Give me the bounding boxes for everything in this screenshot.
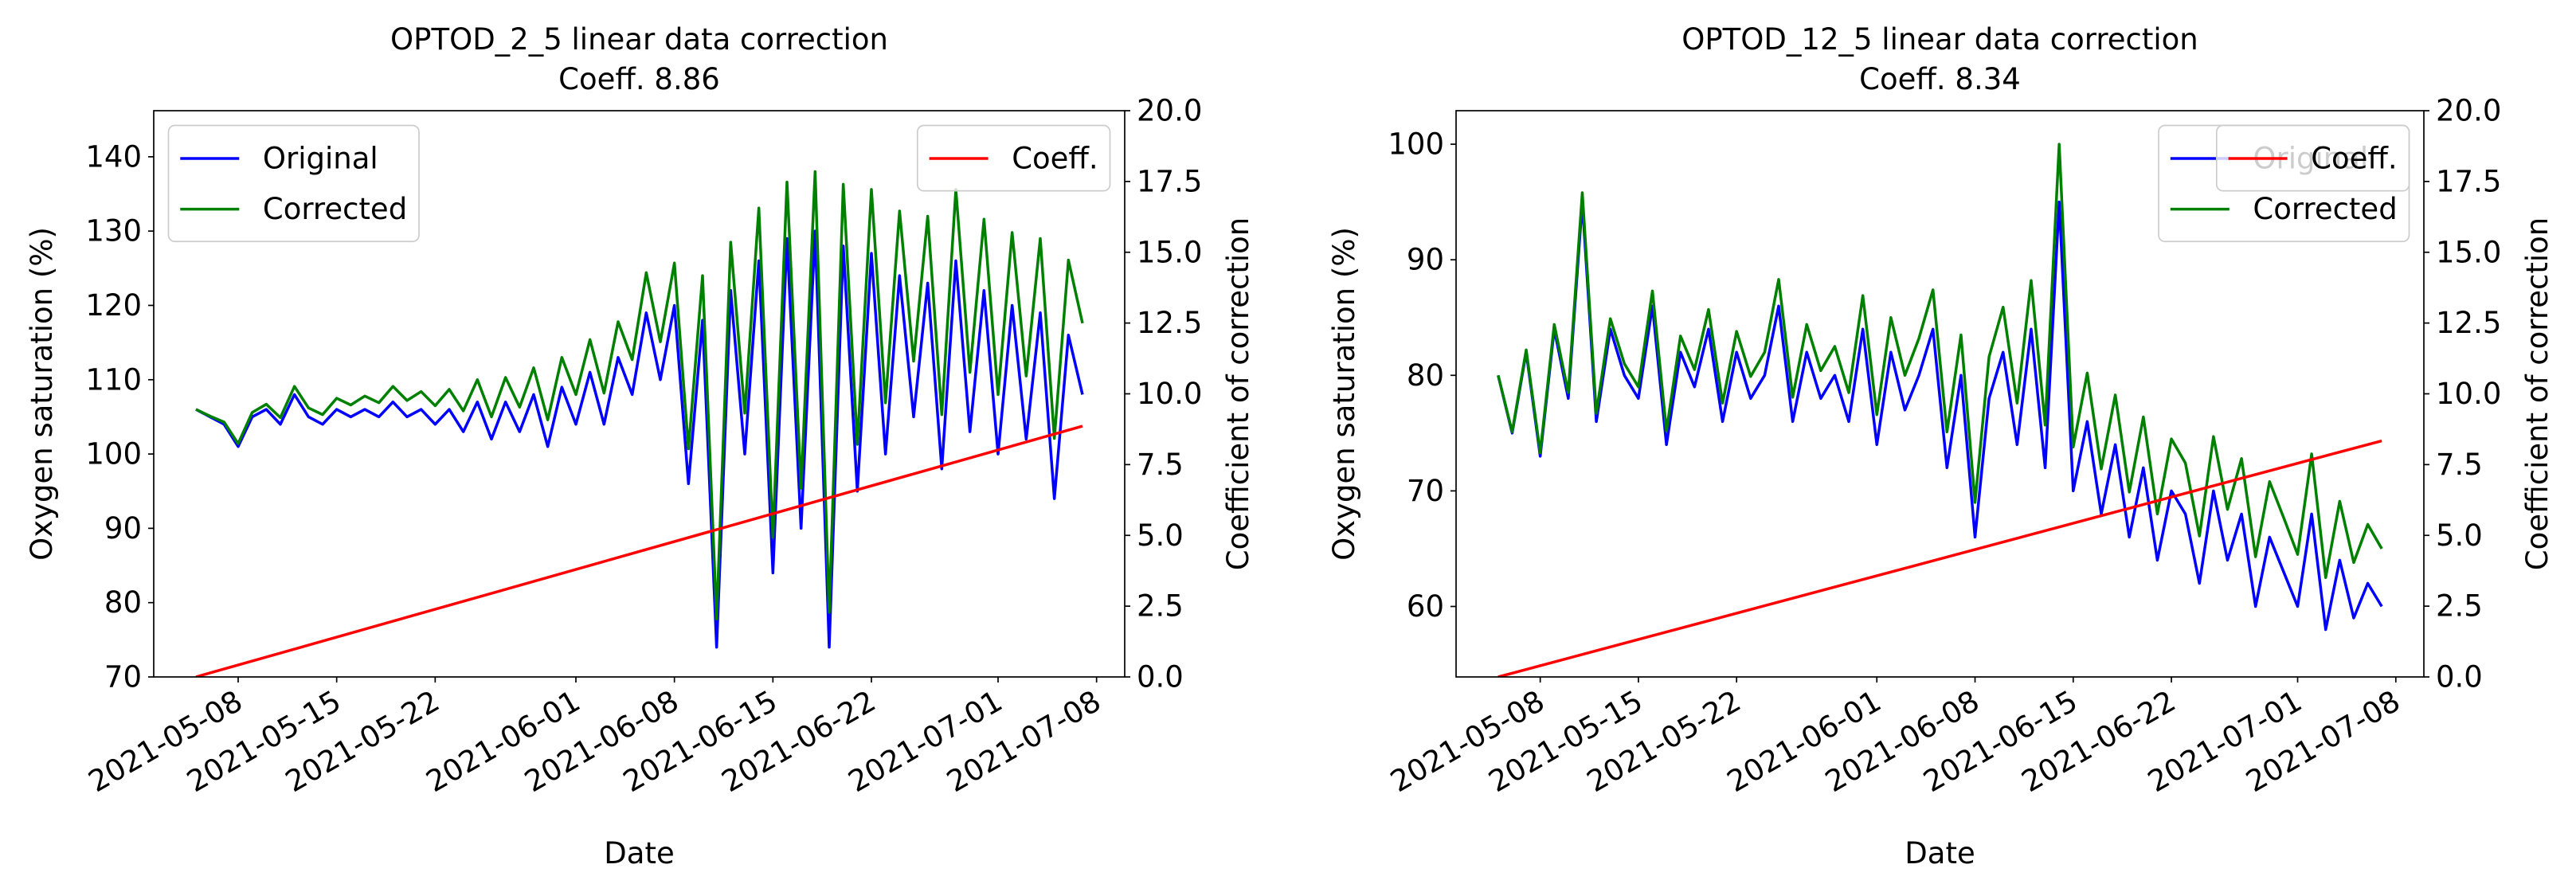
series-line (195, 424, 1083, 677)
legend-label: Corrected (2253, 192, 2397, 226)
y2-tick-label: 15.0 (1137, 235, 1202, 269)
legend-frame (916, 124, 1111, 192)
series-line (195, 170, 1084, 620)
legend-frame (2215, 124, 2410, 192)
y-tick-label: 60 (1407, 589, 1444, 624)
y2-tick-label: 2.5 (2436, 589, 2483, 624)
legend: Coeff. (2215, 124, 2410, 192)
x-axis-label: Date (604, 836, 674, 870)
y2-tick-label: 20.0 (1137, 94, 1202, 128)
chart-subtitle: Coeff. 8.86 (558, 62, 720, 96)
y2-tick-label: 15.0 (2436, 235, 2501, 269)
y-axis-label: Oxygen saturation (%) (1327, 227, 1361, 561)
y2-axis-label: Coefficient of correction (1221, 217, 1255, 570)
y2-tick-label: 12.5 (2436, 306, 2501, 340)
subplot: 60 70 80 90 100 0.0 2.5 5.0 7.5 10.0 12.5 15.0 17.5 2… (1327, 22, 2554, 870)
y2-tick-label: 12.5 (1137, 306, 1202, 340)
y-axis-label: Oxygen saturation (%) (25, 227, 59, 561)
y-tick-label: 120 (85, 288, 142, 323)
y2-tick-label: 0.0 (2436, 660, 2483, 694)
y2-tick-label: 7.5 (1137, 448, 1184, 482)
subplot: 70 80 90 100 110 120 130 140 0.0 2.5 5.0 7.5 10.0 12.… (25, 22, 1255, 870)
y-tick-label: 140 (85, 139, 142, 174)
chart-title: OPTOD_2_5 linear data correction (390, 22, 888, 57)
y2-tick-label: 10.0 (1137, 377, 1202, 411)
legend-label: Original (263, 141, 378, 175)
y2-tick-label: 0.0 (1137, 660, 1184, 694)
legend-label: Corrected (263, 192, 407, 226)
y-tick-label: 100 (1388, 127, 1444, 162)
chart-subtitle: Coeff. 8.34 (1859, 62, 2021, 96)
y2-tick-label: 20.0 (2436, 94, 2501, 128)
series-line (1497, 200, 2383, 632)
y2-tick-label: 5.0 (2436, 518, 2483, 553)
y2-tick-label: 10.0 (2436, 377, 2501, 411)
legend: Original Corrected (167, 124, 420, 243)
y-tick-label: 130 (85, 214, 142, 248)
y2-tick-label: 5.0 (1137, 518, 1184, 553)
legend-label: Coeff. (2311, 141, 2398, 175)
legend-frame (167, 124, 420, 243)
y-tick-label: 80 (1407, 358, 1444, 393)
series-line (1497, 439, 2382, 677)
x-axis-label: Date (1905, 836, 1975, 870)
y-tick-label: 100 (85, 437, 142, 471)
y2-tick-label: 2.5 (1137, 589, 1184, 624)
y2-tick-label: 17.5 (1137, 164, 1202, 198)
y-tick-label: 110 (85, 362, 142, 397)
y2-tick-label: 17.5 (2436, 164, 2501, 198)
y-tick-label: 70 (1407, 474, 1444, 508)
legend-label: Coeff. (1012, 141, 1098, 175)
legend: Coeff. (916, 124, 1111, 192)
y2-axis-label: Coefficient of correction (2520, 217, 2554, 570)
series-line (195, 229, 1084, 649)
y-tick-label: 90 (1407, 243, 1444, 277)
y-tick-label: 80 (104, 585, 142, 620)
series-line (1497, 143, 2383, 579)
y-tick-label: 70 (104, 660, 142, 694)
y-tick-label: 90 (104, 511, 142, 546)
chart-title: OPTOD_12_5 linear data correction (1681, 22, 2198, 57)
y2-tick-label: 7.5 (2436, 448, 2483, 482)
